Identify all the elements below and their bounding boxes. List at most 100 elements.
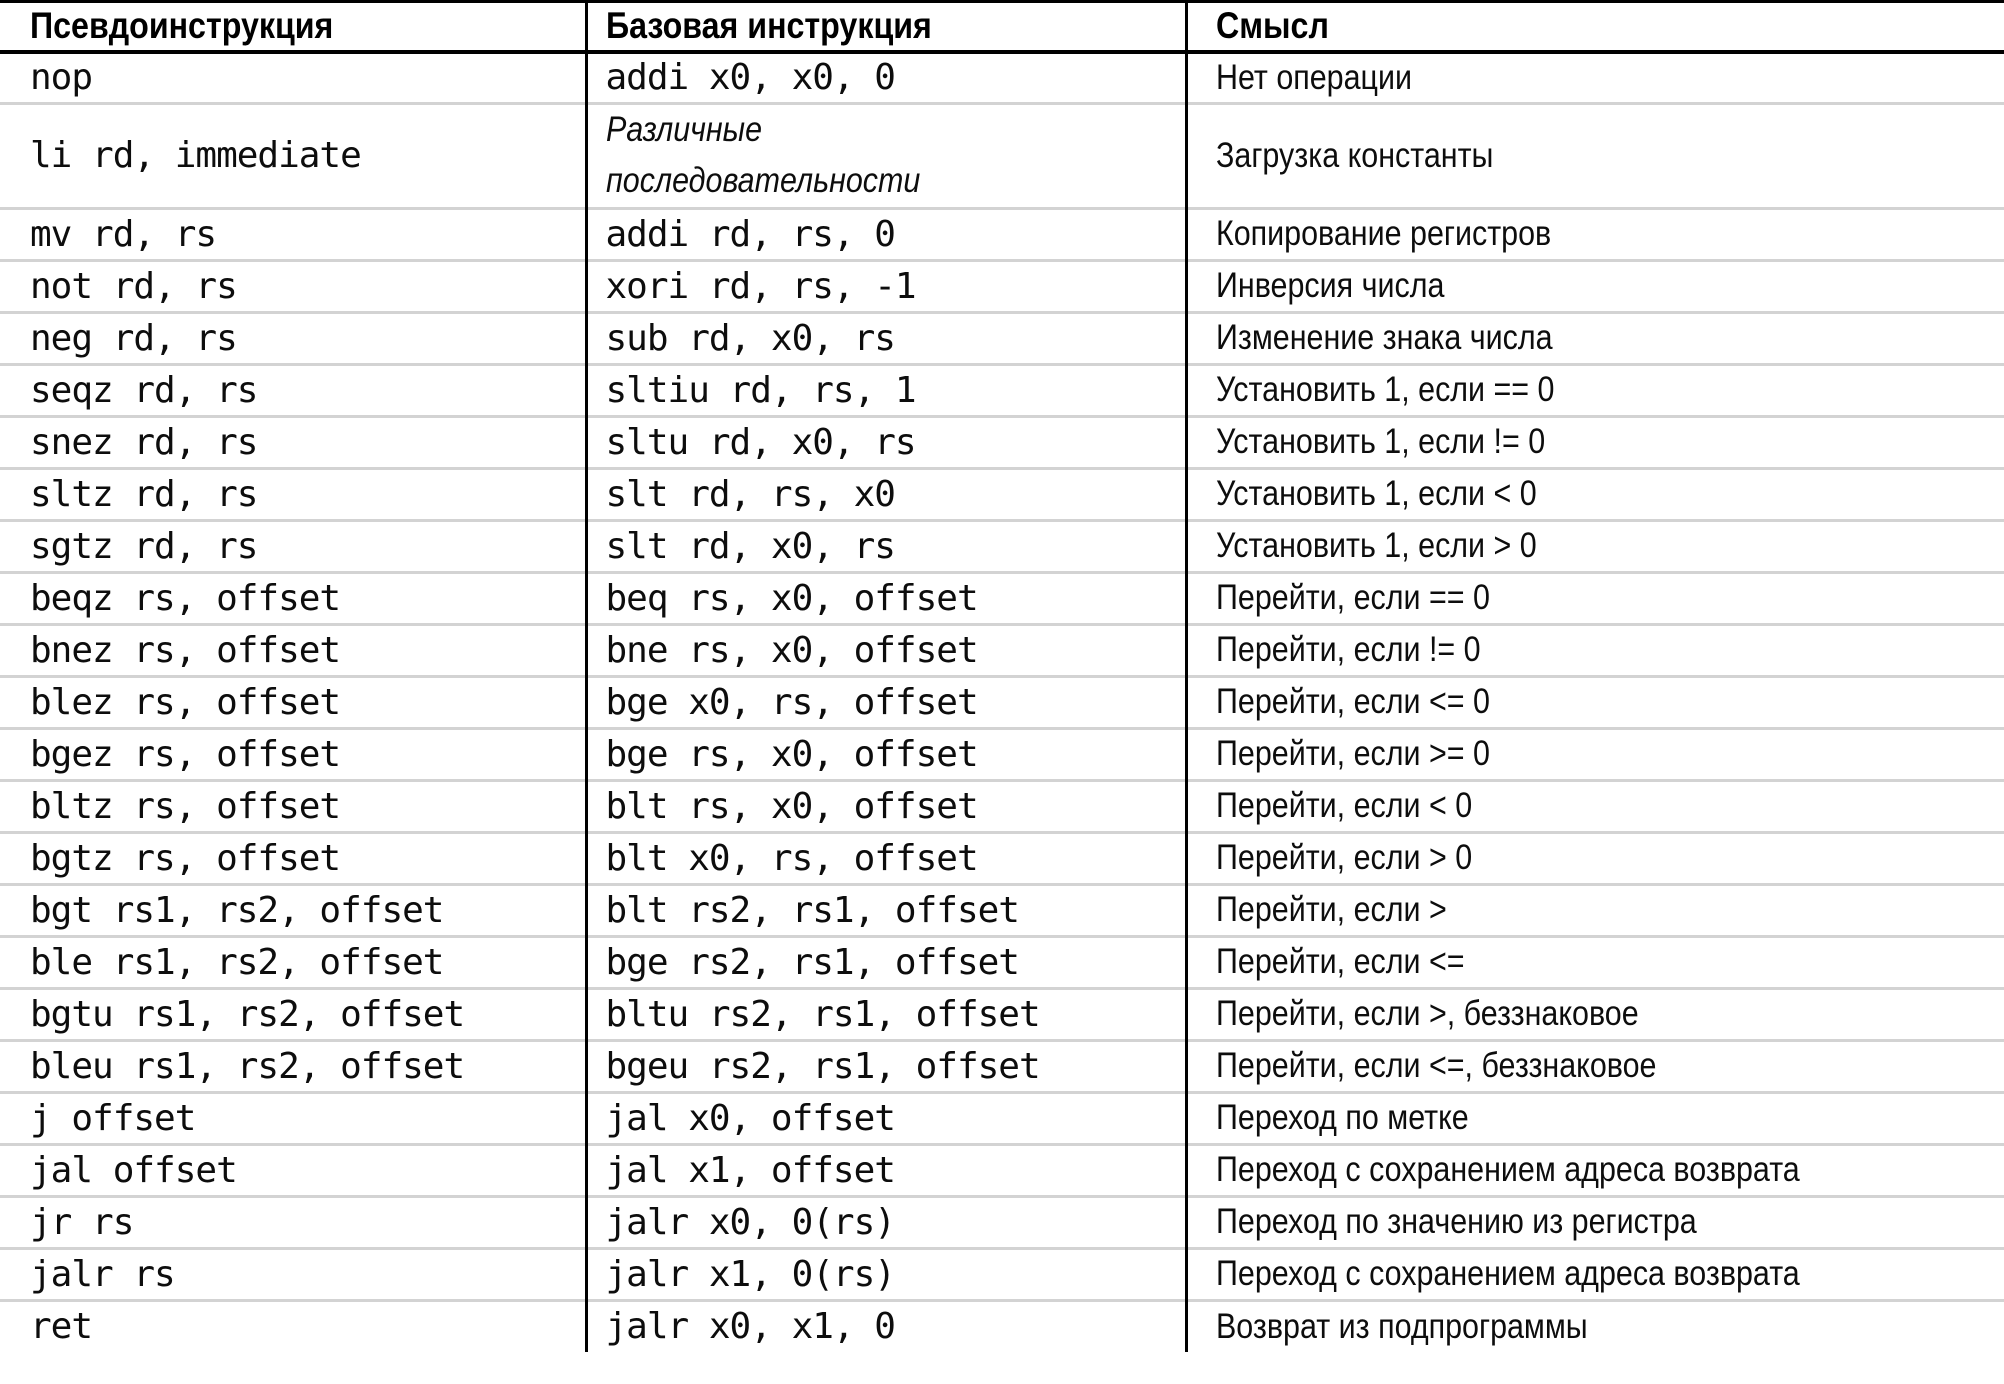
base-cell: blt rs, x0, offset xyxy=(605,785,979,827)
meaning-cell: Инверсия числа xyxy=(1215,266,1444,305)
meaning-cell: Нет операции xyxy=(1215,57,1412,97)
base-cell-container: bgeu rs2, rs1, offset xyxy=(584,1040,1186,1092)
meaning-cell-container: Перейти, если >= 0 xyxy=(1184,728,2004,780)
pseudo-cell: jr rs xyxy=(30,1201,134,1243)
base-cell-container: addi rd, rs, 0 xyxy=(584,208,1186,260)
pseudo-cell: j offset xyxy=(30,1097,196,1139)
base-cell-container: bge rs2, rs1, offset xyxy=(584,936,1186,988)
base-cell-container: bge rs, x0, offset xyxy=(584,728,1186,780)
meaning-cell: Изменение знака числа xyxy=(1215,318,1553,357)
base-cell: jalr x0, x1, 0 xyxy=(605,1306,896,1348)
pseudo-cell: li rd, immediate xyxy=(30,135,362,177)
pseudo-cell-container: nop xyxy=(0,52,586,104)
pseudo-cell: blez rs, offset xyxy=(30,681,341,723)
meaning-cell: Перейти, если == 0 xyxy=(1215,578,1490,617)
pseudo-cell-container: jalr rs xyxy=(0,1248,586,1300)
base-cell: jalr x0, 0(rs) xyxy=(605,1201,896,1243)
pseudo-cell-container: j offset xyxy=(0,1092,586,1144)
table-row: bnez rs, offset bne rs, x0, offset Перей… xyxy=(0,624,2004,676)
meaning-cell-container: Перейти, если >, беззнаковое xyxy=(1184,988,2004,1040)
base-cell: jal x0, offset xyxy=(605,1097,896,1139)
meaning-cell-container: Перейти, если == 0 xyxy=(1184,572,2004,624)
pseudo-cell: bltz rs, offset xyxy=(30,785,341,827)
base-cell-container: beq rs, x0, offset xyxy=(584,572,1186,624)
pseudo-cell-container: sgtz rd, rs xyxy=(0,520,586,572)
table-row: nop addi x0, x0, 0 Нет операции xyxy=(0,51,2004,104)
table-row: beqz rs, offset beq rs, x0, offset Перей… xyxy=(0,572,2004,624)
meaning-cell-container: Установить 1, если != 0 xyxy=(1184,416,2004,468)
table-row: ble rs1, rs2, offset bge rs2, rs1, offse… xyxy=(0,936,2004,988)
base-cell-container: sltiu rd, rs, 1 xyxy=(584,364,1186,416)
header-row: Псевдоинструкция Базовая инструкция Смыс… xyxy=(0,1,2004,52)
table-row: snez rd, rs sltu rd, x0, rs Установить 1… xyxy=(0,416,2004,468)
table-row: neg rd, rs sub rd, x0, rs Изменение знак… xyxy=(0,312,2004,364)
pseudo-cell-container: li rd, immediate xyxy=(0,104,586,209)
base-cell-container: jal x1, offset xyxy=(584,1144,1186,1196)
table-row: li rd, immediate Различные последователь… xyxy=(0,103,2004,209)
meaning-cell: Перейти, если <= xyxy=(1215,942,1465,981)
pseudo-cell: bgtz rs, offset xyxy=(30,837,341,879)
table-row: bgtz rs, offset blt x0, rs, offset Перей… xyxy=(0,832,2004,884)
meaning-cell-container: Переход с сохранением адреса возврата xyxy=(1184,1144,2004,1196)
base-cell: sltiu rd, rs, 1 xyxy=(605,369,917,411)
meaning-cell-container: Загрузка константы xyxy=(1184,103,2004,208)
column-header-pseudoinstruction: Псевдоинструкция xyxy=(0,2,586,52)
pseudo-cell: ble rs1, rs2, offset xyxy=(30,941,444,983)
table-row: bleu rs1, rs2, offset bgeu rs2, rs1, off… xyxy=(0,1040,2004,1092)
base-cell-container: jalr x1, 0(rs) xyxy=(584,1248,1186,1300)
base-cell-container: slt rd, x0, rs xyxy=(584,520,1186,572)
pseudo-cell-container: jal offset xyxy=(0,1144,586,1196)
base-cell-container: blt x0, rs, offset xyxy=(584,832,1186,884)
pseudo-cell-container: bgtu rs1, rs2, offset xyxy=(0,988,586,1040)
pseudo-cell: bnez rs, offset xyxy=(30,629,341,671)
pseudo-cell: mv rd, rs xyxy=(30,213,217,255)
meaning-cell: Установить 1, если > 0 xyxy=(1215,526,1537,565)
table-row: bgtu rs1, rs2, offset bltu rs2, rs1, off… xyxy=(0,988,2004,1040)
pseudo-cell: beqz rs, offset xyxy=(30,577,341,619)
column-header-base-instruction: Базовая инструкция xyxy=(584,1,1186,52)
table-row: not rd, rs xori rd, rs, -1 Инверсия числ… xyxy=(0,260,2004,312)
base-cell: addi rd, rs, 0 xyxy=(605,213,896,255)
base-cell: Различные последовательности xyxy=(605,110,920,200)
base-cell-container: jalr x0, 0(rs) xyxy=(584,1196,1186,1248)
pseudo-cell-container: seqz rd, rs xyxy=(0,364,586,416)
base-cell: sub rd, x0, rs xyxy=(605,317,896,359)
meaning-cell: Возврат из подпрограммы xyxy=(1215,1306,1588,1346)
meaning-cell-container: Копирование регистров xyxy=(1184,208,2004,260)
base-cell: blt x0, rs, offset xyxy=(605,837,979,879)
meaning-cell: Переход с сохранением адреса возврата xyxy=(1215,1150,1800,1189)
meaning-cell: Установить 1, если == 0 xyxy=(1215,370,1554,409)
meaning-cell-container: Инверсия числа xyxy=(1184,260,2004,312)
pseudo-cell-container: neg rd, rs xyxy=(0,312,586,364)
meaning-cell: Загрузка константы xyxy=(1215,135,1493,175)
pseudo-cell-container: sltz rd, rs xyxy=(0,468,586,520)
pseudo-cell: ret xyxy=(30,1306,93,1348)
base-cell: sltu rd, x0, rs xyxy=(605,421,917,463)
meaning-cell: Перейти, если < 0 xyxy=(1215,786,1472,825)
table-row: j offset jal x0, offset Переход по метке xyxy=(0,1092,2004,1144)
pseudo-cell-container: bgez rs, offset xyxy=(0,728,586,780)
pseudo-cell: sltz rd, rs xyxy=(30,473,258,515)
meaning-cell-container: Установить 1, если < 0 xyxy=(1184,468,2004,520)
base-cell: beq rs, x0, offset xyxy=(605,577,979,619)
pseudo-cell-container: ble rs1, rs2, offset xyxy=(0,936,586,988)
pseudo-cell-container: bgt rs1, rs2, offset xyxy=(0,884,586,936)
table-row: seqz rd, rs sltiu rd, rs, 1 Установить 1… xyxy=(0,364,2004,416)
pseudo-cell-container: snez rd, rs xyxy=(0,416,586,468)
column-header-pseudoinstruction-label: Псевдоинструкция xyxy=(30,5,334,47)
pseudo-cell-container: blez rs, offset xyxy=(0,676,586,728)
meaning-cell: Перейти, если > xyxy=(1215,890,1447,929)
bottom-whitespace xyxy=(0,1352,2004,1366)
meaning-cell-container: Перейти, если <= xyxy=(1184,936,2004,988)
pseudo-cell: seqz rd, rs xyxy=(30,369,258,411)
base-cell: bge rs, x0, offset xyxy=(605,733,979,775)
base-cell: bgeu rs2, rs1, offset xyxy=(605,1045,1041,1087)
base-cell: bge rs2, rs1, offset xyxy=(605,941,1020,983)
pseudo-cell: nop xyxy=(30,57,93,99)
column-header-meaning: Смысл xyxy=(1184,1,2004,52)
pseudo-cell: jalr rs xyxy=(30,1253,176,1295)
pseudo-cell: bgtu rs1, rs2, offset xyxy=(30,993,465,1035)
table-row: bltz rs, offset blt rs, x0, offset Перей… xyxy=(0,780,2004,832)
pseudo-cell: bgt rs1, rs2, offset xyxy=(30,889,444,931)
base-cell-container: xori rd, rs, -1 xyxy=(584,260,1186,312)
